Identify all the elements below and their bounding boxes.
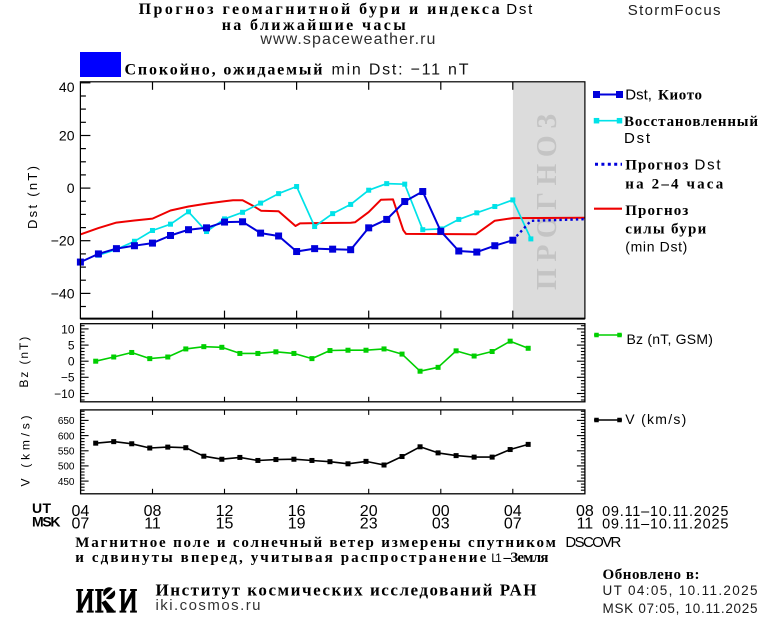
svg-text:iki.cosmos.ru: iki.cosmos.ru	[156, 597, 261, 614]
svg-text:Dst: Dst	[506, 1, 533, 18]
svg-text:23: 23	[360, 516, 378, 533]
svg-text:L1: L1	[491, 551, 502, 565]
svg-text:UT: UT	[32, 500, 51, 516]
svg-text:40: 40	[59, 79, 75, 95]
svg-text:Bz (nT): Bz (nT)	[17, 337, 31, 388]
svg-text:Прогноз: Прогноз	[625, 158, 688, 174]
svg-text:04: 04	[504, 503, 522, 520]
svg-text:ПРОГНОЗ: ПРОГНОЗ	[532, 114, 563, 290]
svg-text:−20: −20	[51, 233, 75, 249]
svg-text:09.11–10.11.2025: 09.11–10.11.2025	[602, 517, 728, 533]
svg-text:Прогноз геомагнитной бури и ин: Прогноз геомагнитной бури и индекса	[139, 1, 500, 18]
svg-text:07: 07	[72, 516, 90, 533]
svg-text:550: 550	[58, 446, 75, 457]
svg-text:650: 650	[58, 416, 75, 427]
svg-text:Dst: Dst	[624, 130, 651, 147]
svg-text:силы бури: силы бури	[625, 222, 706, 238]
svg-text:MSK 07:05, 10.11.2025: MSK 07:05, 10.11.2025	[603, 601, 758, 616]
svg-text:UT 04:05, 10.11.2025: UT 04:05, 10.11.2025	[603, 583, 758, 598]
svg-text:Магнитное поле и солнечный вет: Магнитное поле и солнечный ветер измерен…	[75, 535, 556, 551]
svg-text:600: 600	[58, 431, 75, 442]
svg-text:500: 500	[58, 462, 75, 473]
svg-text:19: 19	[288, 516, 306, 533]
svg-text:и сдвинуты вперед, учитывая ра: и сдвинуты вперед, учитывая распростране…	[75, 550, 486, 566]
svg-text:0: 0	[67, 180, 75, 196]
svg-text:15: 15	[216, 516, 234, 533]
svg-text:−10: −10	[54, 387, 75, 401]
svg-text:Прогноз: Прогноз	[625, 203, 688, 219]
svg-text:Спокойно, ожидаемый: Спокойно, ожидаемый	[125, 62, 323, 79]
svg-text:20: 20	[59, 128, 75, 144]
svg-text:min Dst: −11 nT: min Dst: −11 nT	[332, 62, 469, 79]
svg-text:Dst,: Dst,	[625, 87, 652, 104]
svg-text:MSK: MSK	[32, 514, 61, 530]
svg-text:20: 20	[360, 503, 378, 520]
svg-text:Bz (nT, GSM): Bz (nT, GSM)	[627, 331, 713, 347]
svg-text:08: 08	[576, 503, 594, 520]
svg-text:Обновлено в:: Обновлено в:	[603, 567, 700, 583]
svg-text:www.spaceweather.ru: www.spaceweather.ru	[259, 31, 435, 48]
svg-text:04: 04	[72, 503, 90, 520]
svg-text:07: 07	[504, 516, 522, 533]
svg-text:03: 03	[432, 516, 450, 533]
svg-text:00: 00	[432, 503, 450, 520]
svg-text:5: 5	[68, 338, 75, 352]
svg-text:16: 16	[288, 503, 306, 520]
svg-text:на 2–4 часа: на 2–4 часа	[625, 177, 724, 193]
svg-text:11: 11	[144, 516, 161, 533]
svg-text:11: 11	[577, 516, 594, 533]
svg-text:450: 450	[58, 477, 75, 488]
svg-text:Dst: Dst	[695, 157, 722, 174]
svg-text:Восстановленный: Восстановленный	[624, 114, 758, 130]
svg-text:DSCOVR: DSCOVR	[565, 534, 621, 551]
svg-text:V (km/s): V (km/s)	[625, 411, 686, 427]
svg-text:−40: −40	[51, 285, 75, 301]
svg-text:StormFocus: StormFocus	[628, 2, 721, 19]
svg-text:12: 12	[216, 503, 234, 520]
svg-text:10: 10	[61, 322, 75, 336]
svg-text:(min Dst): (min Dst)	[625, 239, 687, 255]
svg-text:0: 0	[68, 355, 75, 369]
svg-text:−5: −5	[61, 371, 75, 385]
svg-text:08: 08	[144, 503, 162, 520]
svg-text:Киото: Киото	[658, 88, 702, 104]
svg-text:–Земля: –Земля	[503, 550, 549, 566]
svg-text:Институт космических исследова: Институт космических исследований РАН	[156, 581, 537, 600]
svg-text:09.11–10.11.2025: 09.11–10.11.2025	[602, 504, 728, 520]
